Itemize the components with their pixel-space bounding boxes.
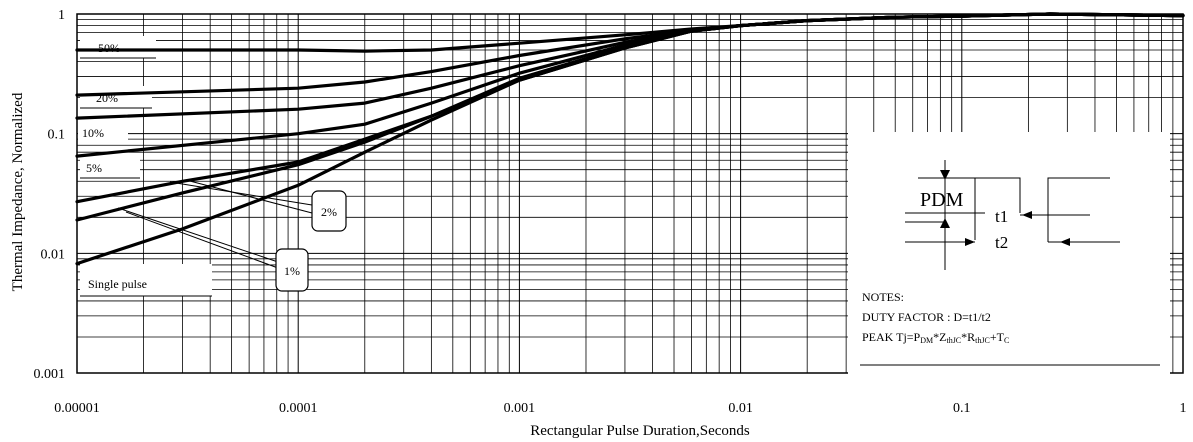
y-tick-label: 1	[58, 8, 65, 23]
series-label-bg	[78, 122, 128, 142]
peak-tj-note: PEAK Tj=PDM*ZthJC*RthJC+TC	[862, 330, 1009, 345]
series-label-bg	[80, 86, 152, 108]
series-line	[75, 12, 1185, 120]
tick-labels: 0.00001 0.0001 0.001 0.01 0.1 1 0.001 0.01 0.1 1	[34, 8, 1187, 416]
series-label: 5%	[86, 161, 102, 175]
series-label: Single pulse	[88, 277, 147, 291]
callout-box	[311, 190, 347, 232]
callout-box	[275, 248, 309, 292]
series-lines	[75, 12, 1185, 266]
callout-leader	[117, 207, 279, 263]
notes-title: NOTES:	[862, 290, 904, 304]
x-tick-label: 0.0001	[279, 401, 318, 416]
series-line	[75, 12, 1185, 97]
series-label-bg	[80, 264, 212, 296]
series-label-bg	[80, 36, 156, 58]
y-tick-label: 0.01	[41, 247, 66, 262]
pdm-label: PDM	[920, 189, 964, 211]
series-label: 50%	[98, 41, 120, 55]
x-tick-label: 0.001	[504, 401, 536, 416]
series-label-bg	[80, 154, 140, 178]
series-label: 1%	[284, 264, 300, 278]
y-tick-label: 0.001	[34, 367, 66, 382]
x-tick-label: 0.01	[728, 401, 753, 416]
y-tick-label: 0.1	[48, 128, 66, 143]
plot-frame	[76, 13, 1184, 374]
series-label: 2%	[321, 205, 337, 219]
duty-factor-note: DUTY FACTOR : D=t1/t2	[862, 310, 991, 324]
callout-leader	[169, 181, 313, 206]
y-axis-title: Thermal Impedance, Normalized	[10, 92, 26, 291]
inset-pulse-diagram: PDM t1 t2 NOTES: DUTY FACTOR : D=t1/t2 P…	[848, 132, 1170, 376]
x-axis-title: Rectangular Pulse Duration,Seconds	[530, 423, 750, 439]
x-tick-label: 0.1	[953, 401, 971, 416]
x-tick-label: 0.00001	[54, 401, 100, 416]
callout-leader	[125, 211, 279, 269]
t1-label: t1	[995, 207, 1008, 226]
x-tick-label: 1	[1180, 401, 1187, 416]
t2-label: t2	[995, 233, 1008, 252]
series-label: 10%	[82, 126, 104, 140]
series-line	[75, 12, 1185, 266]
